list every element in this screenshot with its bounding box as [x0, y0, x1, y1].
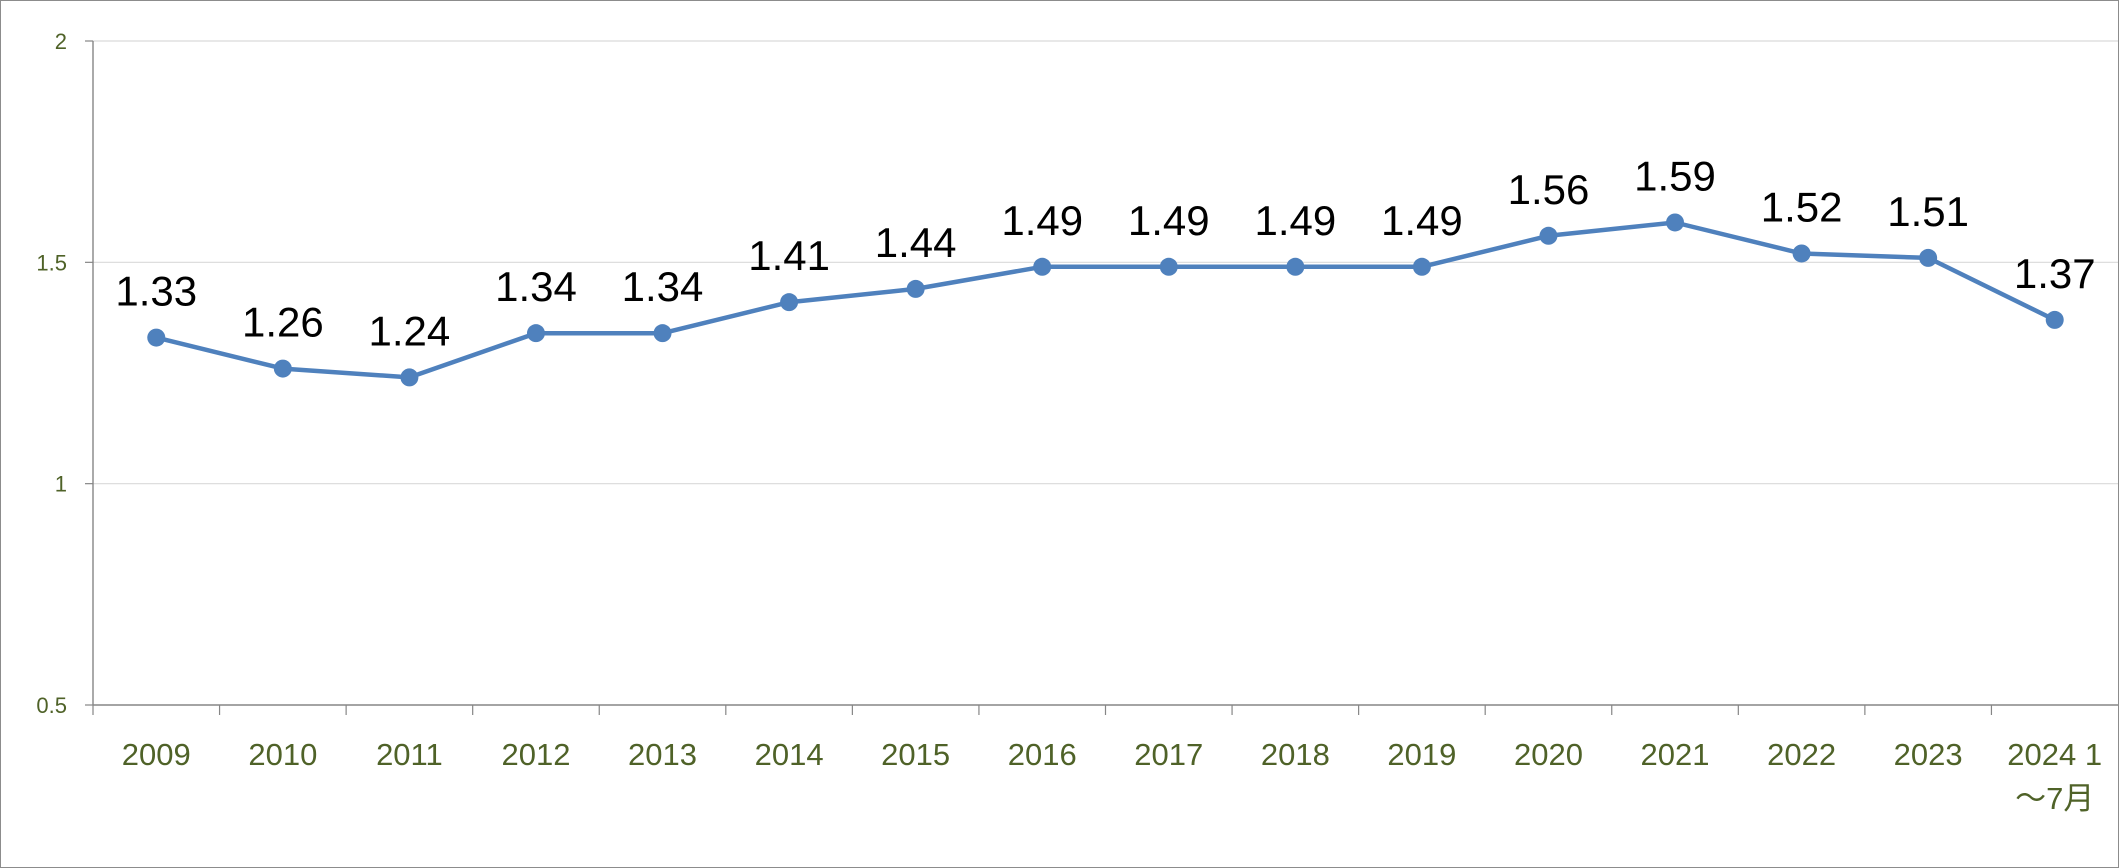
data-label: 1.37 — [2014, 250, 2096, 297]
x-tick-label-line: 2010 — [248, 737, 317, 772]
data-point — [1539, 226, 1558, 245]
data-label: 1.49 — [1381, 197, 1463, 244]
x-tick-label: 2018 — [1261, 737, 1330, 772]
data-label: 1.51 — [1887, 188, 1969, 235]
data-label: 1.56 — [1508, 166, 1590, 213]
series-group — [147, 213, 2064, 387]
x-tick-label: 2012 — [501, 737, 570, 772]
data-label: 1.41 — [748, 232, 830, 279]
data-label: 1.26 — [242, 299, 324, 346]
data-label: 1.34 — [622, 263, 704, 310]
data-point — [400, 368, 419, 387]
x-tick-label: 2011 — [376, 737, 443, 772]
y-axis-ticks: 0.5 1 1.5 2 — [36, 29, 67, 718]
data-labels: 1.33 1.26 1.24 1.34 1.34 1.41 1.44 1.49 1.49 1.49… — [115, 152, 2095, 354]
data-point — [1666, 213, 1685, 232]
data-point — [1919, 248, 1938, 267]
data-label: 1.59 — [1634, 152, 1716, 199]
y-tick-label: 0.5 — [36, 693, 67, 718]
data-point — [906, 279, 925, 298]
x-tick-label-line: 2018 — [1261, 737, 1330, 772]
x-tick-label-line: 2017 — [1134, 737, 1203, 772]
data-label: 1.49 — [1254, 197, 1336, 244]
x-tick-label: 2013 — [628, 737, 697, 772]
axes — [85, 40, 2118, 715]
x-tick-label-line: 2012 — [501, 737, 570, 772]
data-label: 1.52 — [1761, 183, 1843, 230]
data-point — [147, 328, 166, 347]
x-tick-label: 2014 — [755, 737, 824, 772]
x-tick-label-line: 2019 — [1387, 737, 1456, 772]
x-tick-label-line: 2021 — [1641, 737, 1710, 772]
x-tick-label: 2015 — [881, 737, 950, 772]
data-point — [273, 359, 292, 378]
x-tick-label-line: 2014 — [755, 737, 824, 772]
x-tick-label: 2016 — [1008, 737, 1077, 772]
x-tick-label-line: 2013 — [628, 737, 697, 772]
data-point — [1412, 257, 1431, 276]
x-tick-label: 2010 — [248, 737, 317, 772]
x-tick-label: 2009 — [122, 737, 191, 772]
data-point — [780, 293, 799, 312]
x-tick-label-line: 2009 — [122, 737, 191, 772]
x-tick-label-line: 2023 — [1894, 737, 1963, 772]
data-label: 1.49 — [1001, 197, 1083, 244]
x-tick-label: 2019 — [1387, 737, 1456, 772]
x-tick-label: 2024 1 ～7月 — [2007, 737, 2102, 816]
data-point — [2045, 310, 2064, 329]
data-label: 1.44 — [875, 219, 957, 266]
data-point — [653, 324, 672, 343]
data-point — [1792, 244, 1811, 263]
x-tick-label-line: 2022 — [1767, 737, 1836, 772]
x-tick-label: 2017 — [1134, 737, 1203, 772]
x-axis-ticks: 2009 2010 2011 2012 2013 2014 2015 2016 2017 2018… — [122, 737, 2102, 816]
x-tick-label-line: 2011 — [376, 737, 443, 772]
x-tick-label: 2020 — [1514, 737, 1583, 772]
series-line — [155, 220, 2056, 380]
gridlines — [93, 40, 2118, 485]
x-tick-label: 2021 — [1641, 737, 1710, 772]
x-tick-label-line: 2015 — [881, 737, 950, 772]
data-label: 1.34 — [495, 263, 577, 310]
x-tick-label: 2023 — [1894, 737, 1963, 772]
data-point — [1159, 257, 1178, 276]
data-point — [1033, 257, 1052, 276]
y-tick-label: 1 — [55, 472, 67, 497]
x-tick-label-line: 2016 — [1008, 737, 1077, 772]
data-label: 1.49 — [1128, 197, 1210, 244]
y-tick-label: 1.5 — [36, 250, 67, 275]
data-point — [1286, 257, 1305, 276]
data-label: 1.24 — [369, 307, 451, 354]
x-tick-label-line: ～7月 — [2015, 781, 2094, 816]
data-point — [526, 324, 545, 343]
x-tick-label-line: 2020 — [1514, 737, 1583, 772]
x-tick-label: 2022 — [1767, 737, 1836, 772]
x-tick-label-line: 2024 1 — [2007, 737, 2102, 772]
data-label: 1.33 — [115, 268, 197, 315]
y-tick-label: 2 — [55, 29, 67, 54]
